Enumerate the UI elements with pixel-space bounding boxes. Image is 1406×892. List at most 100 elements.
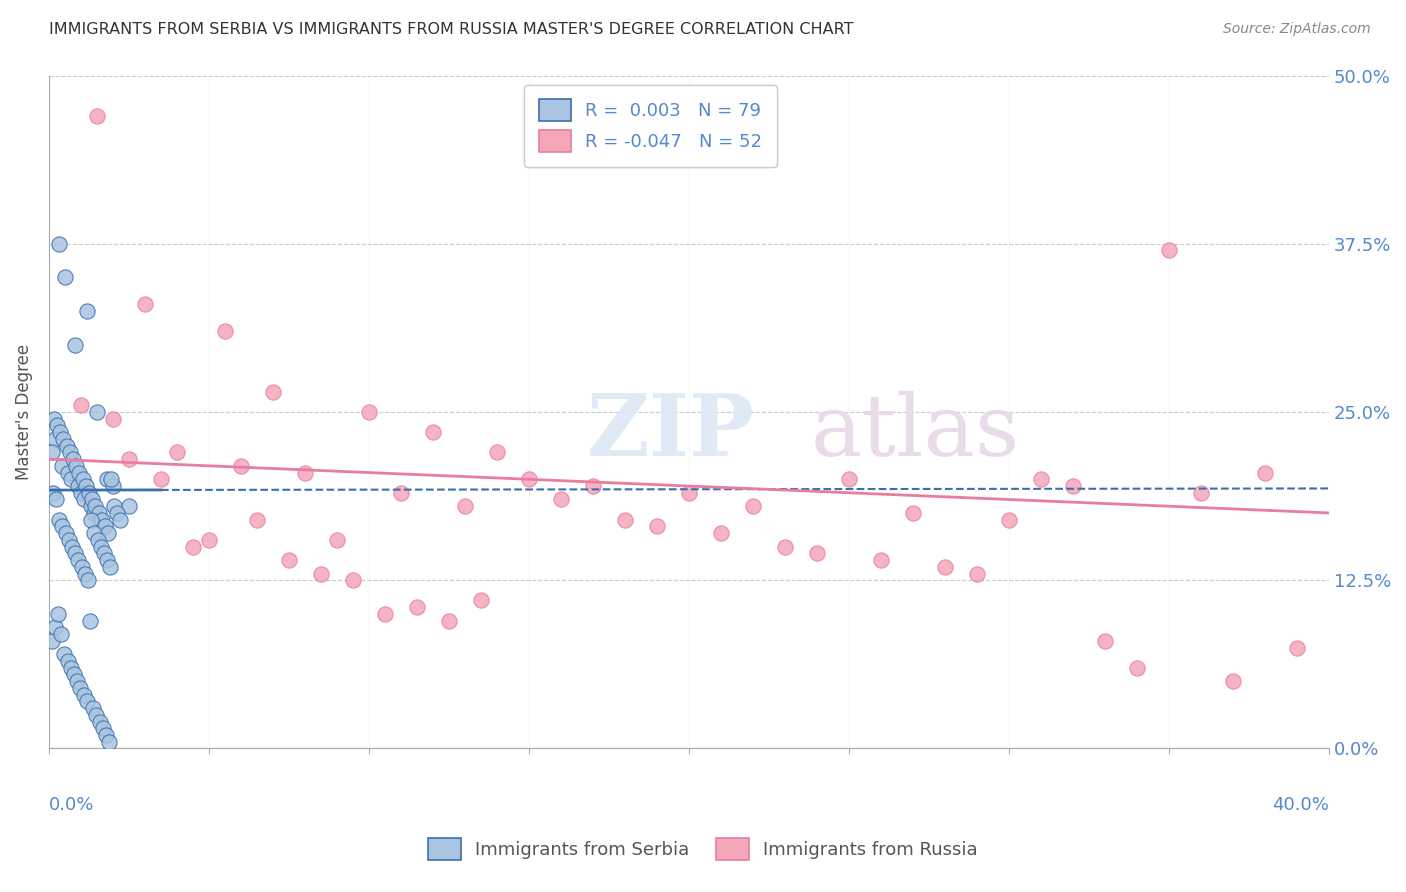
Point [389,485,412,500]
Y-axis label: Master's Degree: Master's Degree [15,344,32,480]
Point [83,526,105,541]
Point [181,540,204,554]
Point [101,411,124,425]
Point [63,667,86,681]
Point [118,452,141,467]
Point [582,479,605,493]
Point [96,553,118,567]
Point [76,304,98,318]
Point [73,492,96,507]
Point [65,458,87,473]
Point [49,425,72,440]
Point [437,614,460,628]
Point [62,452,84,467]
Point [67,553,90,567]
Text: IMMIGRANTS FROM SERBIA VS IMMIGRANTS FROM RUSSIA MASTER'S DEGREE CORRELATION CHA: IMMIGRANTS FROM SERBIA VS IMMIGRANTS FRO… [49,22,853,37]
Point [83,506,105,520]
Point [44,620,66,634]
Point [75,479,97,493]
Point [1094,633,1116,648]
Point [55,526,77,541]
Point [374,607,396,621]
Point [51,519,73,533]
Point [53,270,76,285]
Point [91,721,114,735]
Point [79,614,101,628]
Text: Source: ZipAtlas.com: Source: ZipAtlas.com [1223,22,1371,37]
Text: ZIP: ZIP [586,390,754,475]
Point [1126,661,1149,675]
Point [294,466,316,480]
Point [93,546,115,560]
Point [80,513,103,527]
Point [60,540,83,554]
Point [357,405,380,419]
Point [342,573,364,587]
Point [1285,640,1308,655]
Point [56,466,79,480]
Point [901,506,924,520]
Point [66,674,89,689]
Point [63,546,86,560]
Point [100,472,122,486]
Point [166,445,188,459]
Point [98,735,121,749]
Point [101,479,124,493]
Point [94,728,117,742]
Point [46,418,69,433]
Point [278,553,301,567]
Point [94,519,117,533]
Point [613,513,636,527]
Point [134,297,156,311]
Point [52,432,75,446]
Point [108,513,131,527]
Point [73,566,96,581]
Point [1029,472,1052,486]
Point [55,439,77,453]
Point [934,559,956,574]
Point [56,654,79,668]
Point [86,533,108,547]
Point [66,479,89,493]
Point [309,566,332,581]
Point [59,661,82,675]
Point [59,445,82,459]
Point [246,513,269,527]
Point [82,701,104,715]
Point [44,432,66,446]
Point [838,472,860,486]
Point [60,472,83,486]
Point [46,607,69,621]
Point [118,500,141,514]
Point [51,458,73,473]
Legend: R =  0.003   N = 79, R = -0.047   N = 52: R = 0.003 N = 79, R = -0.047 N = 52 [524,85,778,167]
Point [678,485,700,500]
Point [79,500,101,514]
Point [67,466,90,480]
Point [966,566,988,581]
Point [49,627,72,641]
Point [998,513,1021,527]
Point [72,472,94,486]
Point [42,411,65,425]
Point [422,425,444,440]
Point [326,533,349,547]
Point [1157,244,1180,258]
Point [45,492,67,507]
Point [41,633,63,648]
Point [42,485,65,500]
Point [214,324,236,338]
Point [86,109,108,123]
Point [77,485,100,500]
Point [48,236,70,251]
Point [90,513,112,527]
Point [773,540,796,554]
Point [70,485,93,500]
Point [48,513,70,527]
Point [58,533,80,547]
Point [70,398,93,412]
Point [100,559,122,574]
Point [82,492,104,507]
Text: 0.0%: 0.0% [49,796,94,814]
Point [86,707,108,722]
